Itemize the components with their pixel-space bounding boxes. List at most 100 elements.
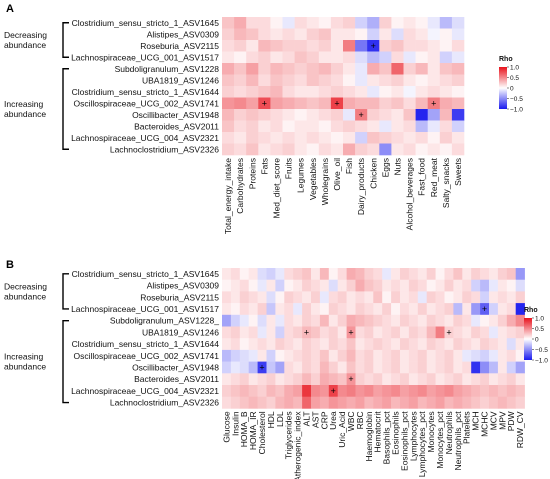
heatmap-cell xyxy=(364,268,374,280)
heatmap-cell xyxy=(306,86,320,98)
heatmap-cell xyxy=(489,373,499,386)
heatmap-cell xyxy=(391,291,401,304)
heatmap-cell xyxy=(257,361,267,374)
heatmap-cell xyxy=(415,86,428,98)
heatmap-cell xyxy=(379,74,392,87)
heatmap-cell xyxy=(379,40,392,52)
heatmap-cell xyxy=(415,120,428,133)
heatmap-cell xyxy=(497,326,508,339)
column-label: CRP xyxy=(319,411,329,429)
heatmap-cell xyxy=(382,361,392,374)
heatmap-cell xyxy=(489,279,499,292)
row-label: Lachnospiraceae_UCG_001_ASV1517 xyxy=(71,52,219,62)
heatmap-cell xyxy=(379,109,392,121)
heatmap-cell xyxy=(319,326,330,339)
heatmap-cell xyxy=(328,349,338,362)
heatmap-cell xyxy=(343,28,356,41)
heatmap-cell xyxy=(439,51,453,64)
heatmap-cell xyxy=(427,74,441,87)
heatmap-cell xyxy=(373,326,383,339)
column-label: Salty_snacks xyxy=(441,158,451,208)
heatmap-cell xyxy=(222,268,232,280)
heatmap-cell xyxy=(489,268,499,280)
heatmap-cell xyxy=(319,385,330,397)
heatmap-cell xyxy=(497,291,508,304)
heatmap-cell xyxy=(239,279,249,292)
group-label: abundance xyxy=(4,362,46,372)
heatmap-cell xyxy=(497,385,508,397)
heatmap-cell xyxy=(453,326,463,339)
heatmap-cell xyxy=(451,120,465,133)
heatmap-cell xyxy=(471,279,481,292)
heatmap-cell xyxy=(379,120,392,133)
heatmap-cell xyxy=(515,303,525,316)
heatmap-cell xyxy=(408,291,419,304)
column-label: Atherogenic_index xyxy=(293,411,303,479)
heatmap-cell xyxy=(302,349,312,362)
group-bracket xyxy=(62,273,69,310)
group-label: abundance xyxy=(4,109,46,119)
heatmap-cell xyxy=(497,349,508,362)
heatmap-cell xyxy=(284,291,294,304)
heatmap-cell xyxy=(328,291,338,304)
heatmap-cell xyxy=(382,338,392,351)
heatmap-cell xyxy=(275,349,285,362)
row-label: Clostridium_sensu_stricto_1_ASV1644 xyxy=(72,87,220,97)
heatmap-cell xyxy=(248,396,258,409)
heatmap-cell xyxy=(480,338,490,351)
heatmap-cell xyxy=(451,28,465,41)
heatmap-cell xyxy=(506,385,516,397)
heatmap-cell xyxy=(506,314,516,327)
heatmap-cell xyxy=(497,373,508,386)
heatmap-cell xyxy=(426,349,436,362)
row-label: Clostridium_sensu_stricto_1_ASV1644 xyxy=(72,339,220,349)
heatmap-cell xyxy=(311,268,321,280)
heatmap-cell xyxy=(462,396,472,409)
heatmap-cell xyxy=(355,385,365,397)
heatmap-cell xyxy=(222,143,235,156)
heatmap-cell xyxy=(230,303,241,316)
heatmap-cell xyxy=(270,132,283,144)
heatmap-cell xyxy=(417,373,427,386)
significance-star: + xyxy=(348,374,353,384)
column-label: RDW_CV xyxy=(515,411,525,448)
heatmap-cell xyxy=(427,17,441,29)
heatmap-cell xyxy=(318,63,332,75)
heatmap-cell xyxy=(343,51,356,64)
heatmap-cell xyxy=(258,51,271,64)
heatmap-panel-a: A + + + + + Clostridium_sensu_stricto_1_ASV164… xyxy=(4,3,523,234)
row-label: Lachnospiraceae_UCG_004_ASV2321 xyxy=(71,386,219,396)
group-label: Increasing xyxy=(4,352,43,362)
heatmap-cell xyxy=(427,63,441,75)
row-label: Roseburia_ASV2115 xyxy=(140,292,219,302)
heatmap-cell xyxy=(337,373,347,386)
legend-colorbar xyxy=(524,318,532,360)
heatmap-cell xyxy=(489,303,499,316)
heatmap-cell xyxy=(427,120,441,133)
heatmap-cell xyxy=(379,17,392,29)
heatmap-cell xyxy=(415,143,428,156)
heatmap-cell xyxy=(318,97,332,110)
heatmap-cell xyxy=(415,97,428,110)
heatmap-cell xyxy=(489,326,499,339)
heatmap-cell xyxy=(480,279,490,292)
heatmap-cell xyxy=(222,17,235,29)
heatmap-cell xyxy=(497,338,508,351)
heatmap-cell xyxy=(239,291,249,304)
heatmap-cell xyxy=(364,373,374,386)
heatmap-cell xyxy=(306,109,320,121)
heatmap-cell xyxy=(400,385,410,397)
heatmap-cell xyxy=(346,385,356,397)
heatmap-cell xyxy=(337,326,347,339)
heatmap-cell xyxy=(330,120,344,133)
heatmap-cell xyxy=(328,373,338,386)
heatmap-cell xyxy=(435,326,445,339)
heatmap-cell xyxy=(311,279,321,292)
legend-tick-label: 0 xyxy=(510,85,514,92)
heatmap-cell xyxy=(471,338,481,351)
heatmap-cell xyxy=(234,63,247,75)
heatmap-cell xyxy=(337,396,347,409)
legend-tick-label: 1.0 xyxy=(535,315,544,322)
heatmap-cell xyxy=(328,385,338,397)
heatmap-cell xyxy=(258,28,271,41)
